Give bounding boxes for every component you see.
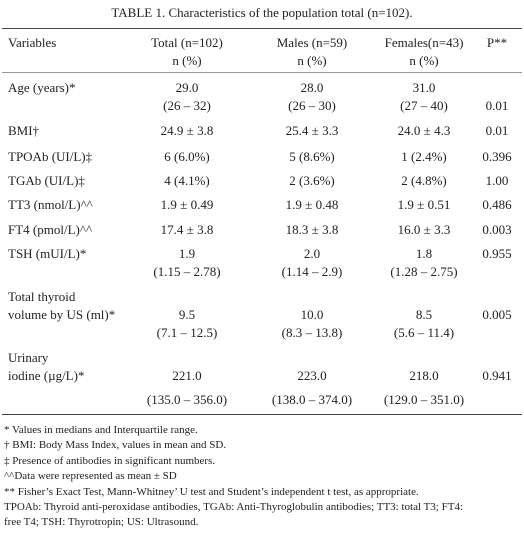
value-cell: 1.9 ± 0.48 [285,197,339,212]
value-cell: 25.4 ± 3.3 [285,123,339,138]
row-label: TT3 (nmol/L)^^ [8,197,93,212]
row-label: Total thyroid [8,289,76,304]
value-cell: 17.4 ± 3.8 [160,222,214,237]
row-label: BMI† [8,123,40,138]
header-cell: P** [486,35,508,50]
value-cell: 29.0 [175,80,199,95]
value-cell: (138.0 – 374.0) [271,392,353,407]
p-value: 0.01 [485,123,509,138]
table-title: TABLE 1. Characteristics of the populati… [111,5,413,20]
bottom-rule [2,414,522,415]
p-value: 0.955 [482,246,512,261]
header-cell: n (%) [297,53,327,68]
p-value: 0.396 [482,149,512,164]
value-cell: (1.14 – 2.9) [281,264,343,279]
footnote: TPOAb: Thyroid anti-peroxidase antibodie… [4,501,464,513]
footnote: ‡ Presence of antibodies in significant … [4,454,216,467]
value-cell: 16.0 ± 3.3 [397,222,451,237]
value-cell: (26 – 32) [163,98,211,113]
value-cell: 24.0 ± 4.3 [397,123,451,138]
row-label: FT4 (pmol/L)^^ [8,222,93,237]
value-cell: (129.0 – 351.0) [383,392,465,407]
value-cell: (1.28 – 2.75) [390,264,458,279]
header-cell: Total (n=102) [151,35,223,50]
row-label: iodine (µg/L)* [8,368,85,383]
header-cell: Males (n=59) [276,35,348,50]
row-label: TPOAb (UI/L)‡ [8,149,93,164]
value-cell: (5.6 – 11.4) [393,325,455,340]
row-label: TSH (mUI/L)* [8,246,87,261]
value-cell: 1.9 [178,246,196,261]
value-cell: 2 (3.6%) [289,173,335,188]
row-label: TGAb (UI/L)‡ [8,173,85,188]
value-cell: 1 (2.4%) [401,149,447,164]
header-cell: Females(n=43) [384,35,464,50]
value-cell: 6 (6.0%) [164,149,210,164]
value-cell: 5 (8.6%) [289,149,335,164]
p-value: 0.005 [482,307,512,322]
value-cell: 221.0 [172,368,202,383]
value-cell: 24.9 ± 3.8 [160,123,214,138]
footnote: free T4; TSH: Thyrotropin; US: Ultrasoun… [4,516,199,529]
p-value: 0.941 [482,368,512,383]
p-value: 0.003 [482,222,512,237]
value-cell: 1.9 ± 0.51 [397,197,451,212]
value-cell: 218.0 [409,368,439,383]
value-cell: (135.0 – 356.0) [146,392,228,407]
footnote: ^^Data were represented as mean ± SD [4,470,177,483]
header-cell: Variables [8,35,57,50]
value-cell: 8.5 [415,307,433,322]
value-cell: (8.3 – 13.8) [281,325,343,340]
p-value: 0.01 [485,98,509,113]
footnote: * Values in medians and Interquartile ra… [4,424,198,436]
p-value: 1.00 [485,173,509,188]
header-cell: n (%) [172,53,202,68]
value-cell: 2 (4.8%) [401,173,447,188]
value-cell: 18.3 ± 3.8 [285,222,339,237]
header-cell: n (%) [409,53,439,68]
value-cell: (7.1 – 12.5) [156,325,218,340]
p-value: 0.486 [482,197,512,212]
value-cell: 1.8 [415,246,433,261]
value-cell: (26 – 30) [288,98,336,113]
row-label: Age (years)* [8,80,76,95]
row-label: Urinary [8,350,49,365]
value-cell: (27 – 40) [400,98,448,113]
footnote: ** Fisher’s Exact Test, Mann-Whitney’ U … [4,485,419,498]
value-cell: 2.0 [303,246,321,261]
row-label: volume by US (ml)* [8,307,116,322]
value-cell: 4 (4.1%) [164,173,210,188]
header-rule [2,72,522,73]
value-cell: 10.0 [300,307,324,322]
value-cell: (1.15 – 2.78) [153,264,221,279]
value-cell: 31.0 [412,80,436,95]
value-cell: 1.9 ± 0.49 [160,197,214,212]
footnote: † BMI: Body Mass Index, values in mean a… [4,439,227,452]
value-cell: 28.0 [300,80,324,95]
value-cell: 9.5 [178,307,196,322]
value-cell: 223.0 [297,368,327,383]
top-rule [2,28,522,29]
